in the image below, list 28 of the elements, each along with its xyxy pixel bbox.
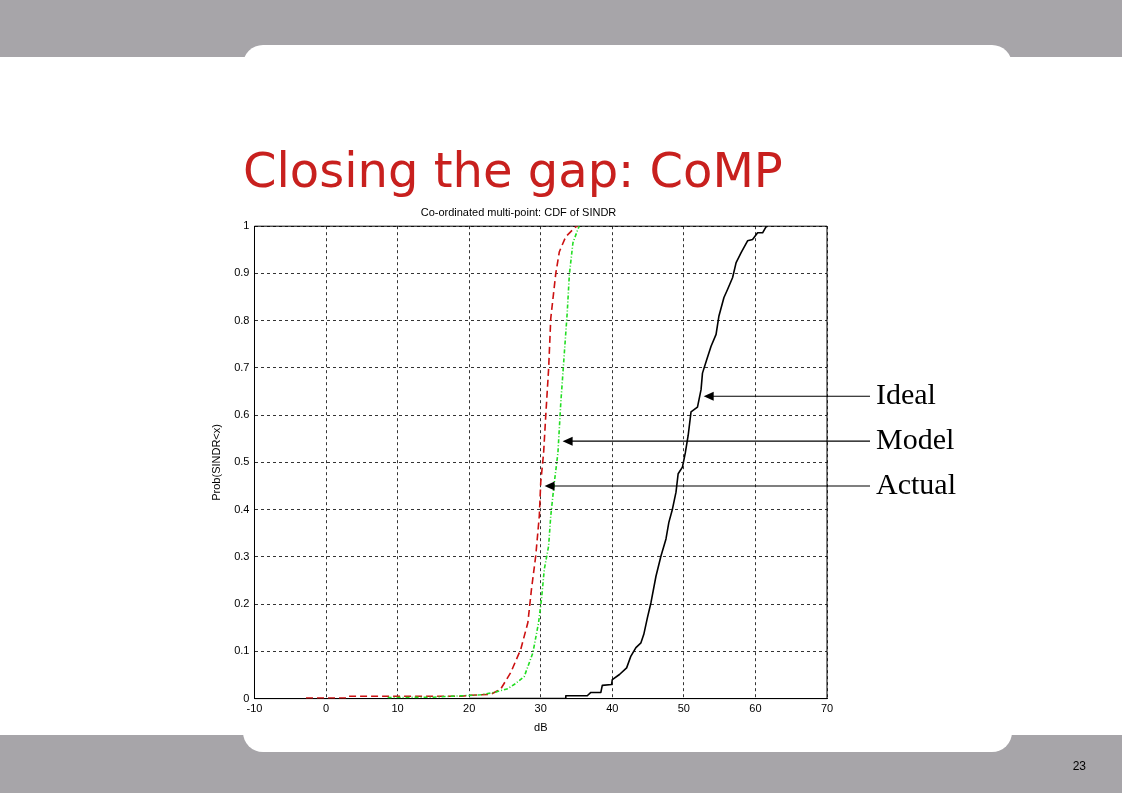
text: Model — [876, 422, 955, 456]
y-tick-label: 0.8 — [234, 313, 250, 326]
x-axis-title: dB — [534, 721, 548, 734]
y-tick-label: 1 — [243, 219, 250, 232]
chart-title: Closing the gap: CoMP — [243, 142, 783, 198]
y-tick-label: 0.5 — [234, 455, 250, 468]
x-tick-label: 60 — [749, 702, 762, 715]
y-tick-label: 0.4 — [234, 502, 250, 515]
x-tick-label: 0 — [322, 702, 330, 715]
x-tick-label: -10 — [246, 702, 263, 715]
y-tick-label: 0.1 — [234, 644, 250, 657]
x-tick-label: 20 — [463, 702, 476, 715]
y-tick-label: 0.9 — [234, 266, 250, 279]
y-tick-label: 0.7 — [234, 360, 250, 373]
x-tick-label: 10 — [391, 702, 404, 715]
text: Ideal — [876, 377, 936, 411]
x-tick-label: 70 — [820, 702, 834, 715]
x-tick-label: 50 — [677, 702, 690, 715]
x-tick-label: 40 — [606, 702, 619, 715]
chart-subtitle: Co-ordinated multi-point: CDF of SINDR — [420, 205, 617, 218]
y-axis-title: Prob(SINDR<x) — [209, 424, 222, 501]
y-tick-label: 0 — [243, 691, 250, 704]
y-tick-label: 0.3 — [234, 549, 250, 562]
text: Actual — [876, 466, 956, 500]
y-tick-label: 0.2 — [234, 597, 250, 610]
y-tick-label: 0.6 — [234, 408, 250, 421]
x-tick-label: 30 — [534, 702, 547, 715]
text: 23 — [1072, 759, 1086, 773]
